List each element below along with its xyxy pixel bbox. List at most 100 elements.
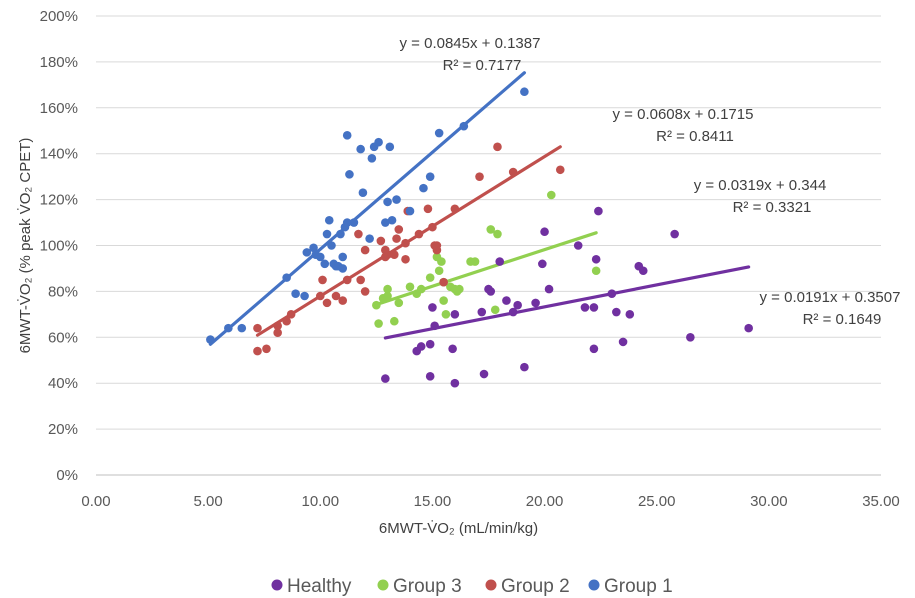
point-healthy [448,344,457,354]
point-group-1 [336,229,345,239]
point-group-1 [383,197,392,207]
x-tick-label: 25.00 [638,493,676,510]
point-healthy [618,337,628,347]
point-group-2 [423,204,433,214]
r-squared-healthy: R² = 0.1649 [803,311,882,328]
y-tick-label: 20% [48,421,78,438]
point-healthy [591,254,601,264]
point-group-2 [439,277,448,287]
point-healthy [540,227,549,237]
point-healthy [513,300,522,310]
point-group-3 [372,300,381,310]
point-group-1 [224,323,233,333]
point-healthy [425,339,435,349]
point-healthy [638,266,648,276]
point-group-3 [437,257,446,266]
point-group-2 [475,172,484,181]
point-group-2 [432,241,442,250]
point-group-1 [300,291,309,301]
x-axis-ticks: 0.00 5.00 10.00 15.00 20.00 25.00 30.00 35.00 [81,493,899,510]
gridlines [96,15,881,430]
point-group-2 [376,236,386,246]
data-points [206,87,753,388]
y-tick-label: 160% [40,100,78,117]
point-group-3 [425,273,435,282]
point-healthy [744,323,753,333]
r-squared-group-1: R² = 0.7177 [443,57,522,74]
legend-marker-group-3 [377,579,389,591]
point-group-2 [315,291,325,301]
r-squared-group-3: R² = 0.3321 [733,199,812,216]
point-group-2 [414,229,424,239]
point-group-1 [320,259,330,269]
point-group-1 [345,170,354,179]
point-group-2 [401,254,410,264]
point-group-2 [282,316,291,326]
point-group-1 [358,188,368,198]
r-squared-group-2: R² = 0.8411 [656,128,734,145]
point-healthy [428,303,437,312]
point-group-3 [591,266,601,276]
point-group-1 [309,243,318,253]
x-tick-label: 10.00 [302,493,340,510]
point-healthy [625,310,635,319]
point-group-2 [286,310,296,319]
point-group-1 [237,323,247,333]
point-group-3 [470,257,480,266]
point-healthy [425,372,435,381]
point-group-2 [360,245,370,255]
point-group-1 [419,183,428,193]
trendline-equations: y = 0.0191x + 0.3507 R² = 0.1649 y = 0.031… [400,35,901,328]
point-healthy [580,303,590,312]
point-group-1 [315,252,325,262]
legend-label-group-1: Group 1 [604,576,673,597]
point-healthy [686,333,695,342]
point-group-2 [253,323,262,333]
point-group-3 [405,282,415,292]
point-group-3 [390,316,399,326]
legend-marker-healthy [271,579,283,591]
point-healthy [573,241,583,250]
point-healthy [477,307,487,317]
point-healthy [495,257,505,266]
point-group-1 [434,128,444,138]
legend-marker-group-1 [588,579,600,591]
y-tick-label: 80% [48,283,78,300]
point-group-1 [324,215,334,225]
point-group-2 [253,346,262,356]
point-healthy [538,259,547,269]
point-healthy [589,344,599,354]
y-tick-label: 60% [48,329,78,346]
point-group-3 [374,319,383,328]
point-healthy [502,296,511,305]
legend-label-healthy: Healthy [287,576,352,597]
point-healthy [381,374,390,383]
point-healthy [612,307,621,317]
point-group-3 [394,298,404,308]
x-tick-label: 0.00 [81,493,110,510]
point-group-2 [401,238,410,248]
equation-group-2: y = 0.0608x + 0.1715 [613,106,754,123]
y-tick-label: 100% [40,238,78,255]
point-group-1 [302,248,312,257]
point-healthy [520,362,529,372]
point-group-1 [365,234,374,243]
point-healthy [508,307,518,317]
point-group-2 [331,291,341,301]
point-group-1 [381,218,390,227]
x-tick-label: 15.00 [414,493,452,510]
point-group-3 [493,229,502,239]
point-group-1 [342,218,352,227]
point-group-2 [428,222,437,232]
point-group-2 [338,296,348,305]
point-group-1 [425,172,435,181]
point-group-1 [367,153,377,163]
point-group-1 [342,131,352,140]
point-group-1 [206,335,215,344]
legend-label-group-2: Group 2 [501,576,570,597]
point-group-1 [356,144,365,154]
point-group-2 [555,165,565,175]
point-healthy [416,342,426,351]
point-group-2 [392,234,401,243]
